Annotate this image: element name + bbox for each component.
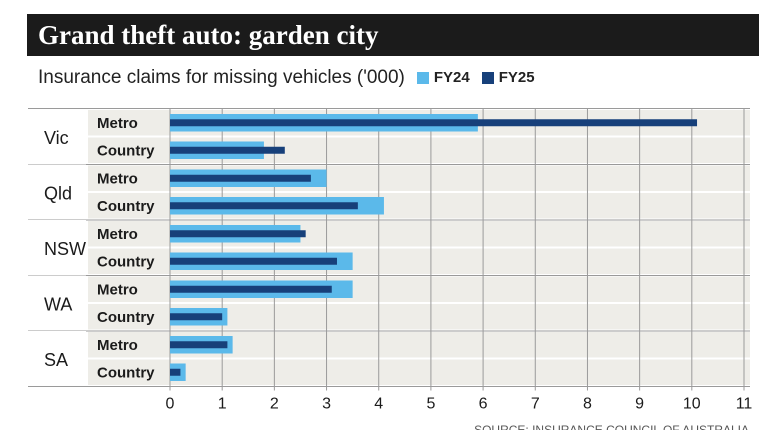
chart-title: Grand theft auto: garden city: [27, 14, 759, 56]
bar-fy25: [170, 174, 311, 182]
state-label: WA: [44, 294, 72, 314]
state-label: Qld: [44, 183, 72, 203]
category-label: Metro: [97, 115, 138, 132]
legend-item-fy24: FY24: [416, 64, 470, 92]
category-label: Metro: [97, 226, 138, 243]
category-label: Metro: [97, 281, 138, 298]
bar-fy25: [170, 368, 181, 376]
chart-subtitle: Insurance claims for missing vehicles ('…: [38, 67, 405, 88]
chart-subtitle-row: Insurance claims for missing vehicles ('…: [38, 64, 535, 92]
bar-fy25: [170, 285, 332, 293]
x-tick-label: 7: [531, 396, 540, 413]
x-tick-label: 10: [683, 396, 701, 413]
category-label: Country: [97, 142, 155, 159]
legend-swatch-fy25: [481, 72, 494, 84]
category-label: Metro: [97, 337, 138, 354]
x-tick-label: 5: [426, 396, 435, 413]
state-cell-bg: [28, 164, 86, 220]
state-label: Vic: [44, 128, 69, 148]
bar-fy25: [170, 230, 306, 238]
bar-fy25: [170, 341, 228, 349]
bar-fy25: [170, 313, 223, 321]
bar-fy25: [170, 257, 337, 265]
state-cell-bg: [28, 220, 86, 276]
state-label: NSW: [44, 239, 86, 259]
legend-item-fy25: FY25: [481, 64, 535, 92]
x-tick-label: 1: [218, 396, 227, 413]
x-tick-label: 4: [374, 396, 383, 413]
x-tick-label: 0: [166, 396, 175, 413]
bar-fy25: [170, 119, 698, 127]
row-bg: [88, 359, 750, 385]
category-label: Country: [97, 253, 155, 270]
state-cell-bg: [28, 331, 86, 387]
category-label: Country: [97, 198, 155, 215]
source-note: SOURCE: INSURANCE COUNCIL OF AUSTRALIA: [474, 423, 749, 430]
category-label: Country: [97, 309, 155, 326]
state-label: SA: [44, 350, 68, 370]
state-cell-bg: [28, 275, 86, 331]
legend-swatch-fy24: [416, 72, 429, 84]
x-tick-label: 8: [583, 396, 592, 413]
bar-fy25: [170, 146, 285, 154]
bar-fy25: [170, 202, 358, 210]
x-tick-label: 6: [479, 396, 488, 413]
category-label: Country: [97, 364, 155, 381]
x-tick-label: 3: [322, 396, 331, 413]
x-tick-label: 11: [736, 396, 753, 413]
legend-label-fy24: FY24: [433, 69, 470, 86]
legend-label-fy25: FY25: [498, 69, 535, 86]
state-cell-bg: [28, 109, 86, 165]
x-tick-label: 2: [270, 396, 279, 413]
x-tick-label: 9: [635, 396, 644, 413]
category-label: Metro: [97, 170, 138, 187]
